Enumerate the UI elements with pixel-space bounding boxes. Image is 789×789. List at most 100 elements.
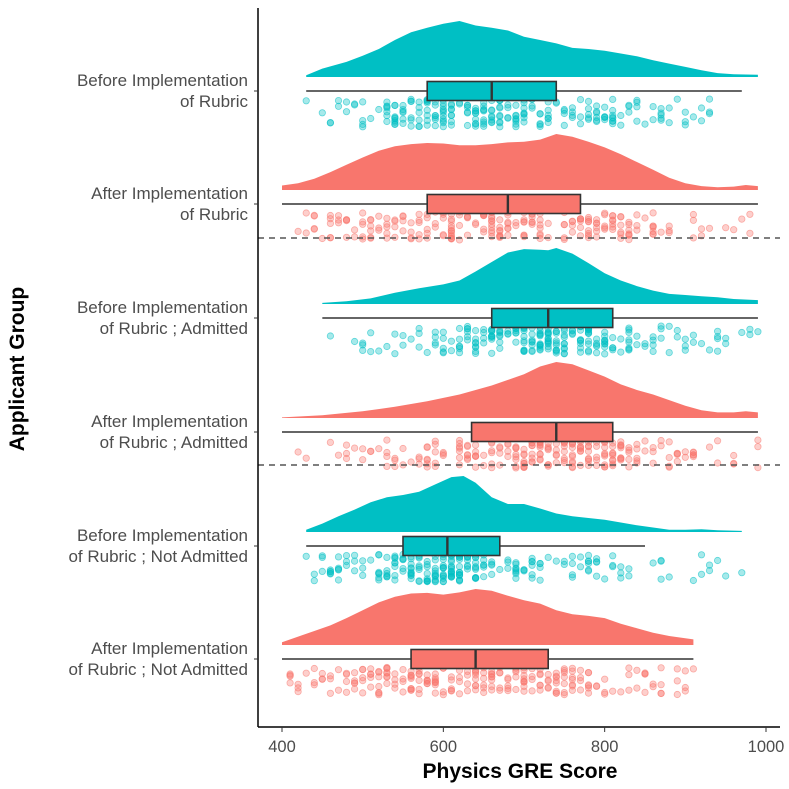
rain-point: [471, 339, 480, 347]
rain-point: [383, 448, 391, 457]
rain-point: [367, 665, 375, 673]
box-4: [470, 421, 614, 443]
rain-point: [407, 571, 415, 580]
rain-point: [544, 553, 552, 562]
rain-point: [310, 678, 318, 687]
rain-point: [625, 463, 633, 471]
rain-point: [713, 334, 722, 343]
rain-point: [375, 224, 383, 232]
rain-point: [520, 218, 528, 226]
rain-point: [439, 563, 447, 572]
rain-point: [528, 213, 536, 221]
rain-point: [471, 448, 480, 456]
rain-point: [480, 674, 488, 683]
rain-point: [625, 218, 633, 226]
rain-point: [399, 564, 407, 573]
rain-point: [391, 223, 399, 231]
rain-point: [520, 327, 528, 335]
rain-point: [455, 343, 464, 351]
rain-point: [633, 98, 641, 106]
rain-point: [359, 209, 367, 217]
rain-point: [544, 345, 552, 353]
rain-point: [625, 336, 633, 344]
rain-point: [713, 327, 722, 335]
rain-point: [391, 454, 399, 462]
rain-point: [488, 447, 496, 455]
rain-point: [463, 101, 472, 109]
rain-point: [423, 569, 431, 578]
rain-point: [592, 116, 601, 124]
rain-point: [383, 452, 391, 460]
rain-point: [350, 669, 359, 677]
density-cloud-6: [282, 589, 694, 659]
rain-point: [512, 673, 520, 681]
rain-point: [496, 344, 504, 352]
x-axis-title: Physics GRE Score: [423, 760, 618, 783]
rain-point: [447, 224, 455, 232]
rain-point: [504, 558, 512, 566]
rain-point: [657, 664, 665, 672]
rain-point: [713, 332, 722, 341]
rain-point: [609, 225, 617, 233]
rain-point: [439, 691, 447, 699]
rain-point: [512, 101, 520, 109]
rain-point: [576, 217, 585, 225]
rain-point: [568, 218, 577, 226]
rain-point: [689, 331, 698, 339]
category-label-line: of Rubric ; Not Admitted: [68, 660, 248, 679]
rain-point: [504, 231, 512, 239]
rain-point: [391, 118, 399, 126]
rain-point: [584, 443, 593, 451]
rain-point: [528, 454, 536, 462]
density-cloud-4: [282, 362, 758, 432]
rain-point: [601, 575, 609, 583]
rain-point: [730, 451, 738, 460]
rain-point: [383, 462, 391, 470]
rain-point: [738, 328, 746, 337]
rain-point: [375, 445, 383, 453]
rain-point: [592, 216, 601, 224]
rain-point: [568, 327, 577, 335]
rain-point: [326, 119, 334, 127]
y-axis-title: Applicant Group: [6, 287, 29, 452]
rain-point: [560, 458, 568, 467]
rain-point: [383, 663, 391, 672]
rain-point: [350, 233, 359, 241]
rain-point: [665, 104, 673, 112]
rain-point: [391, 217, 399, 225]
rain-point: [455, 577, 464, 585]
rain-point: [633, 454, 641, 462]
rain-point: [294, 680, 302, 688]
rain-point: [318, 669, 326, 678]
rain-point: [617, 574, 625, 582]
rain-point: [649, 341, 657, 349]
rain-point: [649, 683, 657, 691]
rain-point: [439, 108, 447, 116]
rain-point: [480, 328, 488, 337]
rain-point: [504, 114, 512, 122]
rain-point: [617, 121, 625, 129]
rain-point: [431, 333, 439, 341]
rain-point: [431, 564, 439, 573]
rain-point: [625, 455, 633, 463]
rain-point: [512, 219, 520, 227]
rain-point: [488, 449, 496, 457]
category-label-line: of Rubric ; Admitted: [100, 319, 248, 338]
rain-point: [722, 334, 730, 342]
rain-point: [697, 104, 706, 112]
rain-point: [609, 212, 617, 220]
rain-point: [560, 333, 568, 341]
rain-point: [560, 673, 568, 681]
rain-point: [471, 115, 480, 123]
rain-point: [722, 572, 730, 580]
rain-point: [423, 106, 431, 114]
rain-point: [641, 340, 649, 348]
rain-point: [560, 665, 568, 673]
rain-point: [528, 450, 536, 458]
rain-point: [399, 567, 407, 575]
rain-point: [633, 117, 641, 125]
rain-point: [633, 332, 641, 340]
rain-point: [592, 558, 601, 566]
rain-point: [520, 216, 528, 224]
rain-point: [609, 442, 617, 450]
